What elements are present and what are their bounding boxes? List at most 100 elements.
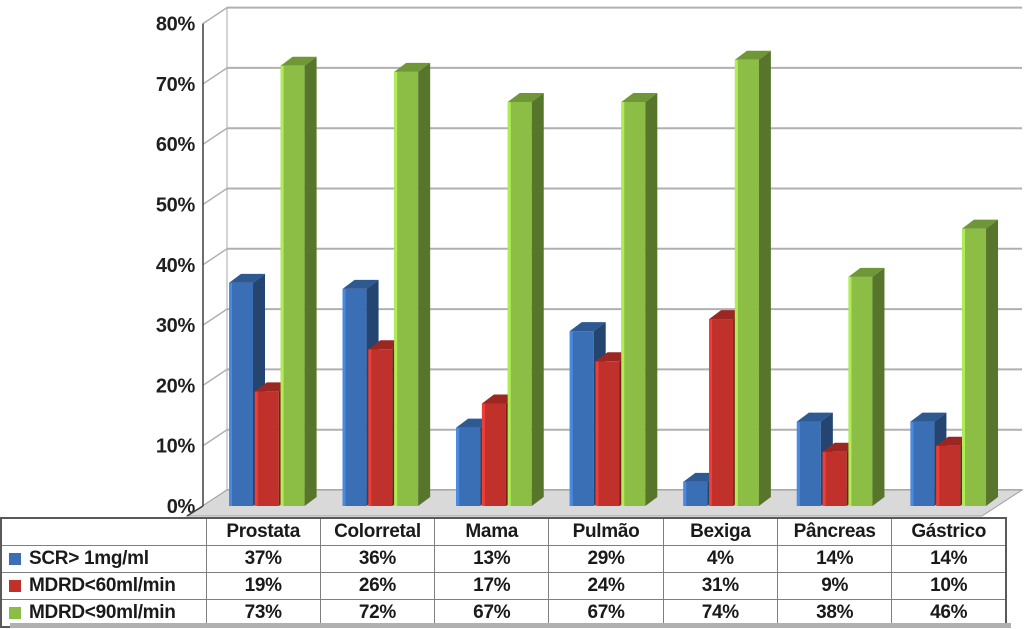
bar-highlight bbox=[796, 421, 800, 506]
value-cell-scr-1mg-ml-prostata: 37% bbox=[205, 545, 321, 573]
bar-front-face bbox=[734, 59, 759, 506]
bar-side-face bbox=[645, 92, 658, 507]
value-cell-mdrd-90ml-min-mama: 67% bbox=[434, 599, 550, 628]
legend-label: SCR> 1mg/ml bbox=[29, 548, 149, 569]
bar-front-face bbox=[342, 288, 367, 506]
legend-key-icon bbox=[9, 580, 21, 592]
bar-highlight bbox=[734, 59, 738, 506]
bar-highlight bbox=[709, 319, 713, 506]
bar-front-face bbox=[569, 331, 594, 506]
gridline-depth-60 bbox=[202, 127, 228, 145]
bar-top-face bbox=[280, 56, 317, 66]
category-header-g-strico: Gástrico bbox=[891, 517, 1007, 546]
category-header-mama: Mama bbox=[434, 517, 550, 546]
bar-front-face bbox=[254, 391, 279, 506]
category-header-row: Prostata Colorretal Mama Pulmão Bexiga Pâncre… bbox=[0, 517, 1007, 546]
bar-front-face bbox=[394, 71, 419, 506]
value-cell-scr-1mg-ml-pulm-o: 29% bbox=[548, 545, 664, 573]
y-axis-label-0: 0% bbox=[167, 496, 196, 517]
bar-side-face bbox=[758, 50, 771, 506]
legend-cell-mdrd-90ml-min: MDRD<90ml/min bbox=[0, 599, 207, 628]
bar-highlight bbox=[507, 101, 511, 507]
value-cell-mdrd-60ml-min-pulm-o: 24% bbox=[548, 572, 664, 600]
legend-label: MDRD<60ml/min bbox=[29, 575, 176, 596]
gridline-depth-20 bbox=[202, 368, 228, 387]
value-cell-mdrd-60ml-min-colorretal: 26% bbox=[319, 572, 436, 600]
gridline-depth-50 bbox=[202, 187, 228, 206]
category-header-colorretal: Colorretal bbox=[319, 517, 436, 546]
value-cell-mdrd-90ml-min-colorretal: 72% bbox=[319, 599, 436, 628]
gridline-depth-40 bbox=[202, 248, 228, 266]
value-cell-scr-1mg-ml-g-strico: 14% bbox=[891, 545, 1007, 573]
floor-edge-line bbox=[186, 505, 204, 517]
legend-key-icon bbox=[9, 553, 21, 565]
bar-mdrd-90ml-min-bexiga bbox=[734, 50, 771, 506]
bar-side-face bbox=[304, 56, 317, 507]
bar-highlight bbox=[280, 65, 284, 506]
value-cell-mdrd-90ml-min-g-strico: 46% bbox=[891, 599, 1007, 628]
bar-highlight bbox=[394, 71, 398, 506]
bar-highlight bbox=[621, 101, 625, 507]
bar-mdrd-90ml-min-g-strico bbox=[962, 219, 999, 506]
bar-mdrd-90ml-min-colorretal bbox=[394, 62, 431, 507]
bar-front-face bbox=[481, 403, 506, 506]
bar-highlight bbox=[342, 288, 346, 506]
bar-front-face bbox=[595, 361, 620, 506]
legend-label: MDRD<90ml/min bbox=[29, 602, 176, 623]
table-body: Prostata Colorretal Mama Pulmão Bexiga Pâncre… bbox=[0, 517, 1007, 628]
bar-front-face bbox=[368, 349, 393, 506]
legend-key-icon bbox=[9, 607, 21, 619]
bar-side-face bbox=[531, 92, 544, 507]
y-axis-label-60: 60% bbox=[156, 134, 196, 156]
value-cell-scr-1mg-ml-colorretal: 36% bbox=[319, 545, 436, 573]
y-axis-label-40: 40% bbox=[156, 255, 196, 277]
gridline-depth-70 bbox=[202, 67, 228, 85]
bar-mdrd-90ml-min-mama bbox=[507, 92, 544, 507]
bar-front-face bbox=[683, 481, 708, 506]
value-cell-mdrd-60ml-min-prostata: 19% bbox=[205, 572, 321, 600]
y-axis-label-70: 70% bbox=[156, 74, 196, 96]
gridline-depth-80 bbox=[202, 6, 228, 25]
bar-side-face bbox=[986, 219, 999, 506]
y-axis-label-10: 10% bbox=[156, 436, 196, 458]
bar-front-face bbox=[709, 319, 734, 506]
category-header-bexiga: Bexiga bbox=[662, 517, 778, 546]
value-cell-mdrd-60ml-min-p-ncreas: 9% bbox=[776, 572, 893, 600]
table-shadow bbox=[10, 623, 1011, 628]
series-row-mdrd-60ml-min: MDRD<60ml/min 19% 26% 17% 24% 31% 9% 10% bbox=[0, 572, 1007, 600]
bar-highlight bbox=[569, 331, 573, 506]
bar-highlight bbox=[254, 391, 258, 506]
y-axis-label-80: 80% bbox=[156, 14, 196, 36]
y-axis-label-20: 20% bbox=[156, 375, 196, 397]
bar-highlight bbox=[848, 276, 852, 506]
category-header-pulm-o: Pulmão bbox=[548, 517, 664, 546]
bar-front-face bbox=[456, 427, 481, 506]
bar-highlight bbox=[683, 481, 687, 506]
bar-front-face bbox=[507, 101, 532, 507]
bar-highlight bbox=[229, 282, 232, 506]
chart-canvas: 0% 10% 20% 30% 40% 50% 60% 70% 80% bbox=[156, 6, 1024, 518]
series-row-scr-1mg-ml: SCR> 1mg/ml 37% 36% 13% 29% 4% 14% 14% bbox=[0, 545, 1007, 573]
bar-front-face bbox=[280, 65, 305, 506]
value-cell-scr-1mg-ml-p-ncreas: 14% bbox=[776, 545, 893, 573]
bar-highlight bbox=[456, 427, 460, 506]
value-cell-mdrd-60ml-min-mama: 17% bbox=[434, 572, 550, 600]
gridline-depth-30 bbox=[202, 308, 228, 326]
bar-mdrd-90ml-min-prostata bbox=[280, 56, 317, 507]
bar-side-face bbox=[872, 267, 885, 506]
bar-side-face bbox=[418, 62, 431, 507]
category-header-p-ncreas: Pâncreas bbox=[776, 517, 893, 546]
y-axis-label-30: 30% bbox=[156, 315, 196, 337]
gridline-depth-10 bbox=[202, 429, 228, 447]
category-header-prostata: Prostata bbox=[205, 517, 321, 546]
bar-highlight bbox=[962, 228, 966, 506]
bar-highlight bbox=[368, 349, 372, 506]
data-table: Prostata Colorretal Mama Pulmão Bexiga Pâncre… bbox=[0, 517, 1008, 628]
bar-highlight bbox=[822, 451, 826, 506]
bar-front-face bbox=[936, 445, 961, 506]
bar-highlight bbox=[481, 403, 485, 506]
bar-highlight bbox=[936, 445, 940, 506]
value-cell-mdrd-60ml-min-bexiga: 31% bbox=[662, 572, 778, 600]
value-cell-mdrd-60ml-min-g-strico: 10% bbox=[891, 572, 1007, 600]
